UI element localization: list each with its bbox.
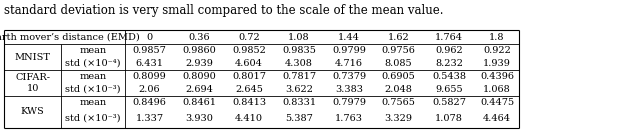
Text: 1.62: 1.62 [388, 32, 410, 41]
Text: 0.962: 0.962 [435, 46, 463, 55]
Text: 0.8331: 0.8331 [282, 98, 316, 107]
Text: MNIST: MNIST [15, 53, 51, 61]
Text: 0.4396: 0.4396 [480, 72, 514, 81]
Text: 0.8017: 0.8017 [232, 72, 266, 81]
Text: 0.9860: 0.9860 [182, 46, 216, 55]
Text: 0.72: 0.72 [238, 32, 260, 41]
Text: 1.078: 1.078 [435, 114, 463, 123]
Text: 8.085: 8.085 [385, 59, 412, 68]
Text: 2.645: 2.645 [235, 85, 263, 94]
Text: 0.8090: 0.8090 [182, 72, 216, 81]
Text: 1.337: 1.337 [136, 114, 164, 123]
Text: 1.8: 1.8 [489, 32, 505, 41]
Text: 2.939: 2.939 [185, 59, 213, 68]
Text: 0.9852: 0.9852 [232, 46, 266, 55]
Text: 4.464: 4.464 [483, 114, 511, 123]
Text: 0.7565: 0.7565 [381, 98, 415, 107]
Text: 0.5827: 0.5827 [432, 98, 466, 107]
Text: 3.930: 3.930 [185, 114, 213, 123]
Text: 0.9756: 0.9756 [381, 46, 415, 55]
Text: Earth mover’s distance (EMD): Earth mover’s distance (EMD) [0, 32, 140, 41]
Text: 1.44: 1.44 [338, 32, 360, 41]
Text: 0.9857: 0.9857 [132, 46, 166, 55]
Text: 0.5438: 0.5438 [432, 72, 466, 81]
Text: 3.622: 3.622 [285, 85, 313, 94]
Text: 4.604: 4.604 [235, 59, 263, 68]
Text: 0: 0 [147, 32, 152, 41]
Text: 3.383: 3.383 [335, 85, 363, 94]
Text: 5.387: 5.387 [285, 114, 313, 123]
Text: 0.7379: 0.7379 [332, 72, 366, 81]
Text: 1.939: 1.939 [483, 59, 511, 68]
Text: 3.329: 3.329 [385, 114, 413, 123]
Text: 1.764: 1.764 [435, 32, 463, 41]
Text: std (×10⁻³): std (×10⁻³) [65, 85, 121, 94]
Text: mean: mean [79, 98, 107, 107]
Text: 0.9799: 0.9799 [332, 46, 366, 55]
Text: 0.36: 0.36 [188, 32, 210, 41]
Text: 0.8496: 0.8496 [132, 98, 166, 107]
Text: 1.08: 1.08 [288, 32, 310, 41]
Text: CIFAR-
10: CIFAR- 10 [15, 73, 50, 93]
Text: 1.068: 1.068 [483, 85, 511, 94]
Text: 2.06: 2.06 [139, 85, 160, 94]
Text: 0.922: 0.922 [483, 46, 511, 55]
Text: std (×10⁻³): std (×10⁻³) [65, 114, 121, 123]
Text: 4.410: 4.410 [235, 114, 263, 123]
Text: 0.9835: 0.9835 [282, 46, 316, 55]
Text: 0.4475: 0.4475 [480, 98, 514, 107]
Text: 2.694: 2.694 [185, 85, 213, 94]
Text: 9.655: 9.655 [435, 85, 463, 94]
Text: 6.431: 6.431 [136, 59, 163, 68]
Text: KWS: KWS [20, 108, 44, 116]
Text: 0.8099: 0.8099 [132, 72, 166, 81]
Text: 4.308: 4.308 [285, 59, 313, 68]
Text: 2.048: 2.048 [385, 85, 412, 94]
Text: 0.7979: 0.7979 [332, 98, 366, 107]
Text: mean: mean [79, 46, 107, 55]
Text: 8.232: 8.232 [435, 59, 463, 68]
Text: 4.716: 4.716 [335, 59, 363, 68]
Text: standard deviation is very small compared to the scale of the mean value.: standard deviation is very small compare… [4, 4, 444, 17]
Text: 0.8413: 0.8413 [232, 98, 266, 107]
Text: 0.7817: 0.7817 [282, 72, 316, 81]
Text: std (×10⁻⁴): std (×10⁻⁴) [65, 59, 121, 68]
Text: 0.6905: 0.6905 [381, 72, 415, 81]
Text: 0.8461: 0.8461 [182, 98, 216, 107]
Text: mean: mean [79, 72, 107, 81]
Text: 1.763: 1.763 [335, 114, 363, 123]
